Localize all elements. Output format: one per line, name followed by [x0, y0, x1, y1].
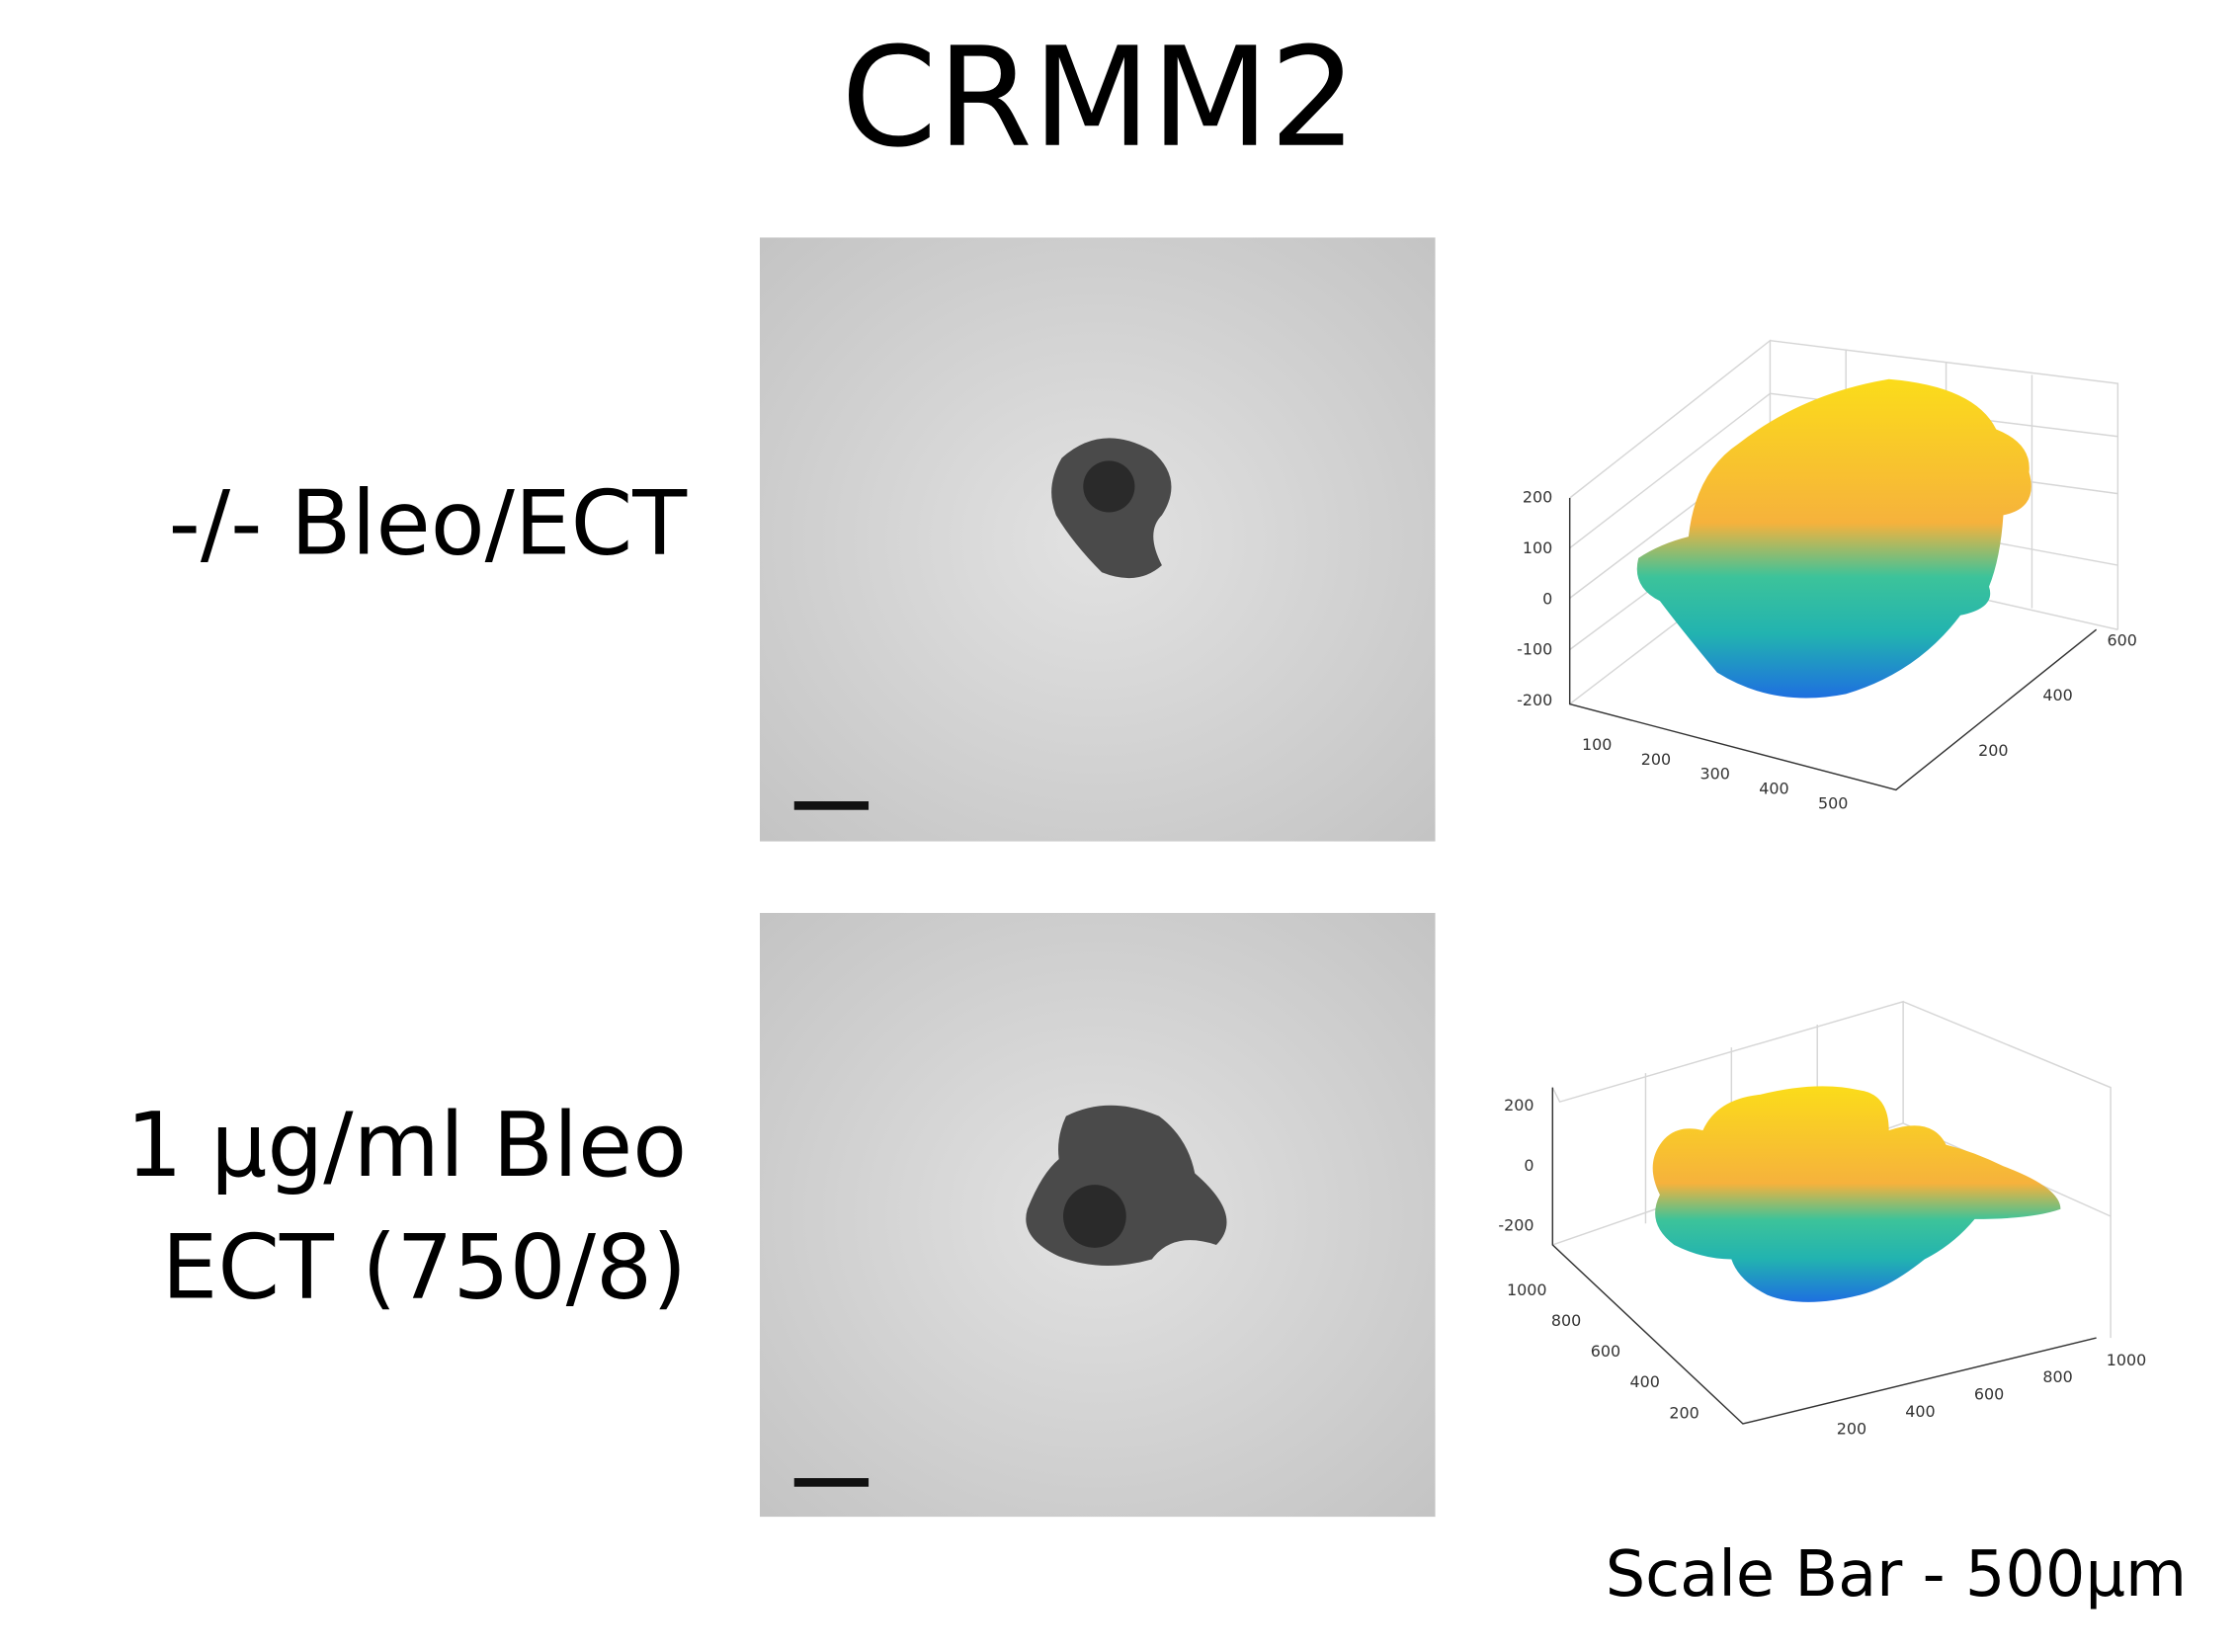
z-tick-label: 200 — [1523, 487, 1552, 506]
y-tick-label: 200 — [1978, 741, 2008, 760]
row-label: ECT (750/8) — [162, 1216, 688, 1319]
y-tick-label: 800 — [1551, 1311, 1581, 1330]
micrograph — [759, 237, 1436, 842]
x-tick-label: 500 — [1818, 793, 1848, 812]
z-tick-label: -100 — [1517, 640, 1552, 659]
y-tick-label: 200 — [1669, 1403, 1699, 1422]
micrograph — [759, 912, 1436, 1518]
surface-plot — [1551, 1000, 2112, 1425]
x-tick-label: 600 — [1974, 1385, 2004, 1404]
x-tick-label: 100 — [1582, 735, 1612, 754]
z-tick-label: -200 — [1517, 691, 1552, 709]
x-tick-label: 300 — [1699, 765, 1729, 784]
z-tick-label: -200 — [1498, 1216, 1533, 1235]
row-label: 1 μg/ml Bleo — [126, 1095, 688, 1198]
x-tick-label: 800 — [2042, 1367, 2072, 1386]
z-tick-label: 200 — [1504, 1096, 1533, 1115]
x-tick-label: 400 — [1905, 1402, 1935, 1421]
y-tick-label: 600 — [1591, 1342, 1620, 1361]
y-tick-label: 400 — [2042, 686, 2072, 704]
x-tick-label: 400 — [1759, 780, 1788, 798]
y-tick-label: 400 — [1630, 1372, 1660, 1391]
x-tick-label: 200 — [1837, 1419, 1866, 1438]
row-label: -/- Bleo/ECT — [168, 472, 688, 575]
scale-bar-note: Scale Bar - 500μm — [1606, 1538, 2187, 1611]
surface-plot — [1568, 339, 2119, 791]
y-tick-label: 600 — [2107, 630, 2136, 649]
z-tick-label: 0 — [1524, 1156, 1533, 1175]
y-tick-label: 1000 — [1507, 1280, 1547, 1299]
x-tick-label: 200 — [1641, 750, 1671, 769]
figure-title: CRMM2 — [841, 18, 1357, 178]
x-tick-label: 1000 — [2107, 1351, 2147, 1369]
z-tick-label: 0 — [1542, 589, 1552, 608]
z-tick-label: 100 — [1523, 538, 1552, 557]
